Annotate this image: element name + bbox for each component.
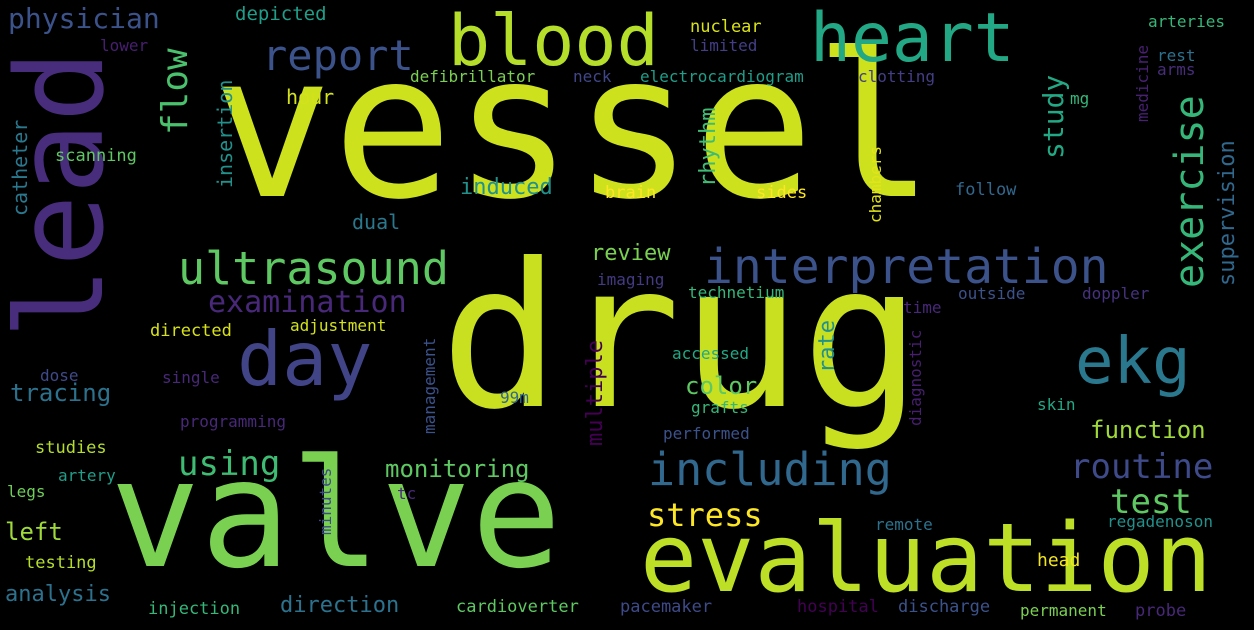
word-including: including xyxy=(648,443,892,496)
word-single: single xyxy=(162,368,220,387)
word-minutes: minutes xyxy=(316,467,335,535)
word-day: day xyxy=(237,315,373,403)
word-test: test xyxy=(1110,482,1192,522)
word-pacemaker: pacemaker xyxy=(620,597,713,617)
word-performed: performed xyxy=(663,424,750,443)
word-review: review xyxy=(591,241,671,266)
word-physician: physician xyxy=(8,2,160,35)
word-hospital: hospital xyxy=(797,597,879,617)
word-follow: follow xyxy=(955,180,1017,200)
word-regadenoson: regadenoson xyxy=(1107,512,1213,531)
word-probe: probe xyxy=(1135,601,1187,621)
word-rate: rate xyxy=(815,320,840,373)
word-brain: brain xyxy=(605,183,657,203)
word-induced: induced xyxy=(460,175,553,200)
word-nuclear: nuclear xyxy=(690,17,762,37)
word-monitoring: monitoring xyxy=(385,455,530,483)
word-blood: blood xyxy=(448,0,659,82)
word-stress: stress xyxy=(647,496,763,534)
word-accessed: accessed xyxy=(672,344,750,363)
word-direction: direction xyxy=(280,593,400,618)
word-studies: studies xyxy=(35,438,107,458)
word-tc: tc xyxy=(397,484,417,503)
word-arms: arms xyxy=(1157,60,1196,79)
word-rhythm: rhythm xyxy=(696,107,721,187)
word-directed: directed xyxy=(150,321,232,341)
word-testing: testing xyxy=(25,553,97,573)
word-report: report xyxy=(262,31,414,80)
word-using: using xyxy=(178,444,281,484)
word-head: head xyxy=(1037,550,1081,571)
word-grafts: grafts xyxy=(691,398,749,417)
word-cardioverter: cardioverter xyxy=(456,597,579,617)
word-skin: skin xyxy=(1037,395,1076,414)
word-flow: flow xyxy=(155,48,196,135)
word-discharge: discharge xyxy=(898,597,991,617)
word-programming: programming xyxy=(180,412,286,431)
word-medicine: medicine xyxy=(1133,44,1152,122)
word-ultrasound: ultrasound xyxy=(178,242,449,295)
word-depicted: depicted xyxy=(235,3,327,25)
word-neck: neck xyxy=(573,67,612,86)
word-interpretation: interpretation xyxy=(704,239,1109,295)
word-artery: artery xyxy=(58,466,116,485)
word-outside: outside xyxy=(958,284,1026,303)
word-routine: routine xyxy=(1070,447,1214,487)
word-function: function xyxy=(1090,416,1206,444)
word-scanning: scanning xyxy=(55,146,137,166)
word-technetium: technetium xyxy=(688,283,785,302)
word-clotting: clotting xyxy=(858,67,936,86)
word-catheter: catheter xyxy=(8,119,32,216)
word-doppler: doppler xyxy=(1082,284,1150,303)
word-vessel: vessel xyxy=(212,11,935,244)
word-arteries: arteries xyxy=(1148,12,1226,31)
word-injection: injection xyxy=(148,599,241,619)
word-study: study xyxy=(1037,74,1070,159)
word-hour: hour xyxy=(286,85,335,109)
word-electrocardiogram: electrocardiogram xyxy=(640,67,804,86)
word-permanent: permanent xyxy=(1020,601,1107,620)
word-defibrillator: defibrillator xyxy=(410,67,536,86)
word-supervision: supervision xyxy=(1215,140,1240,286)
word-management: management xyxy=(420,337,439,434)
word-limited: limited xyxy=(690,36,758,55)
word-time: time xyxy=(903,298,942,317)
word-imaging: imaging xyxy=(597,270,665,289)
word-99m: 99m xyxy=(500,388,529,407)
word-ekg: ekg xyxy=(1075,325,1191,399)
word-insertion: insertion xyxy=(213,79,237,188)
word-left: left xyxy=(5,518,63,546)
word-adjustment: adjustment xyxy=(290,316,387,335)
word-heart: heart xyxy=(810,0,1015,78)
word-dual: dual xyxy=(352,210,401,234)
word-multiple: multiple xyxy=(583,340,608,446)
word-color: color xyxy=(685,372,758,400)
word-rest: rest xyxy=(1157,46,1196,65)
word-drug: drug xyxy=(440,221,922,454)
word-remote: remote xyxy=(875,515,933,534)
word-diagnostic: diagnostic xyxy=(906,329,925,426)
word-tracing: tracing xyxy=(10,379,112,407)
word-analysis: analysis xyxy=(5,582,111,607)
word-chambers: chambers xyxy=(866,145,885,223)
word-mg: mg xyxy=(1070,89,1090,108)
word-valve: valve xyxy=(110,428,562,602)
word-sides: sides xyxy=(756,183,808,203)
word-lower: lower xyxy=(100,36,149,55)
word-legs: legs xyxy=(7,482,46,501)
word-examination: examination xyxy=(208,285,407,320)
word-evaluation: evaluation xyxy=(640,504,1212,614)
word-exercise: exercise xyxy=(1167,95,1213,288)
word-dose: dose xyxy=(40,366,79,385)
